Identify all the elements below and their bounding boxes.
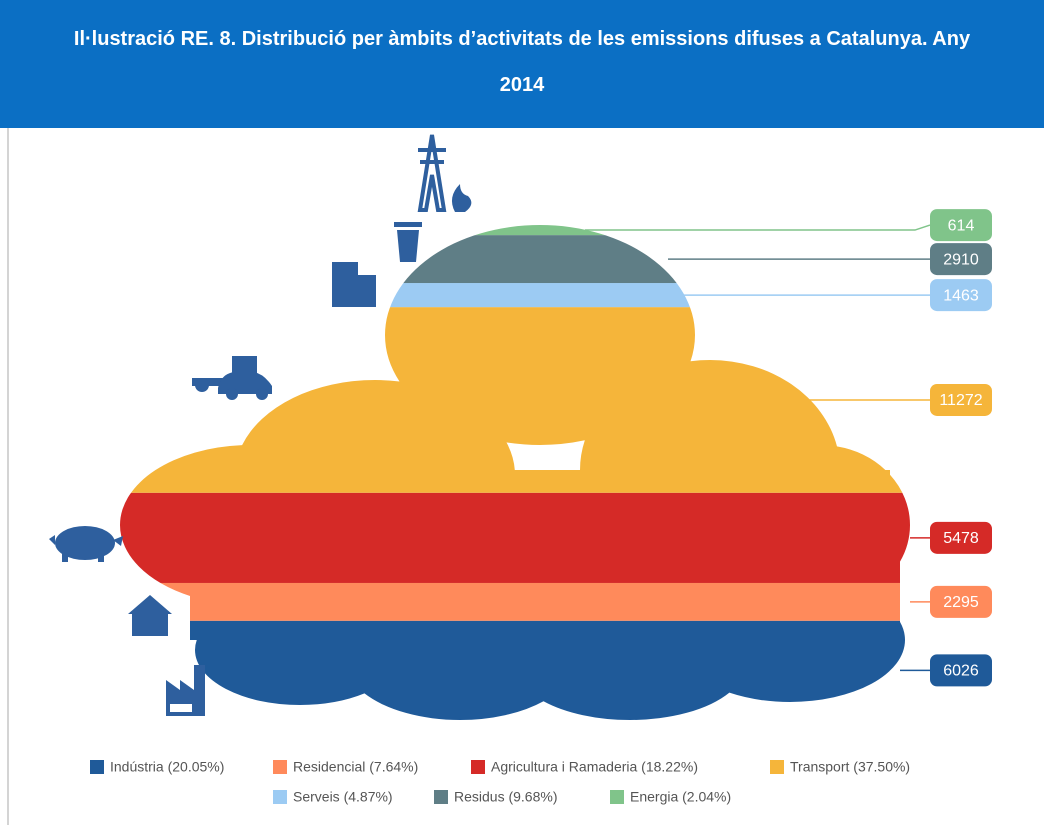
legend-swatch bbox=[273, 760, 287, 774]
legend-label: Residencial (7.64%) bbox=[293, 759, 418, 775]
value-label: 2295 bbox=[943, 594, 979, 611]
segment bbox=[100, 621, 940, 720]
legend-swatch bbox=[90, 760, 104, 774]
legend-swatch bbox=[471, 760, 485, 774]
value-label: 11272 bbox=[939, 392, 982, 409]
legend-label: Energia (2.04%) bbox=[630, 789, 731, 805]
leader-line bbox=[585, 225, 930, 230]
value-label: 6026 bbox=[943, 663, 979, 680]
legend-swatch bbox=[434, 790, 448, 804]
segment bbox=[100, 583, 940, 621]
legend-label: Serveis (4.87%) bbox=[293, 789, 393, 805]
legend-label: Indústria (20.05%) bbox=[110, 759, 224, 775]
legend-swatch bbox=[770, 760, 784, 774]
segment bbox=[100, 493, 940, 583]
value-label: 5478 bbox=[943, 530, 979, 547]
legend-label: Transport (37.50%) bbox=[790, 759, 910, 775]
page: 6026 2295 5478 11272 1463 2910 614 Indústria (2… bbox=[0, 0, 1044, 825]
value-label: 1463 bbox=[943, 287, 979, 304]
legend-label: Agricultura i Ramaderia (18.22%) bbox=[491, 759, 698, 775]
legend-swatch bbox=[610, 790, 624, 804]
chart-title: Il·lustració RE. 8. Distribució per àmbi… bbox=[0, 0, 1044, 128]
legend-label: Residus (9.68%) bbox=[454, 789, 558, 805]
value-label: 2910 bbox=[943, 251, 979, 268]
legend-swatch bbox=[273, 790, 287, 804]
cloud bbox=[100, 225, 940, 720]
value-label: 614 bbox=[948, 217, 975, 234]
